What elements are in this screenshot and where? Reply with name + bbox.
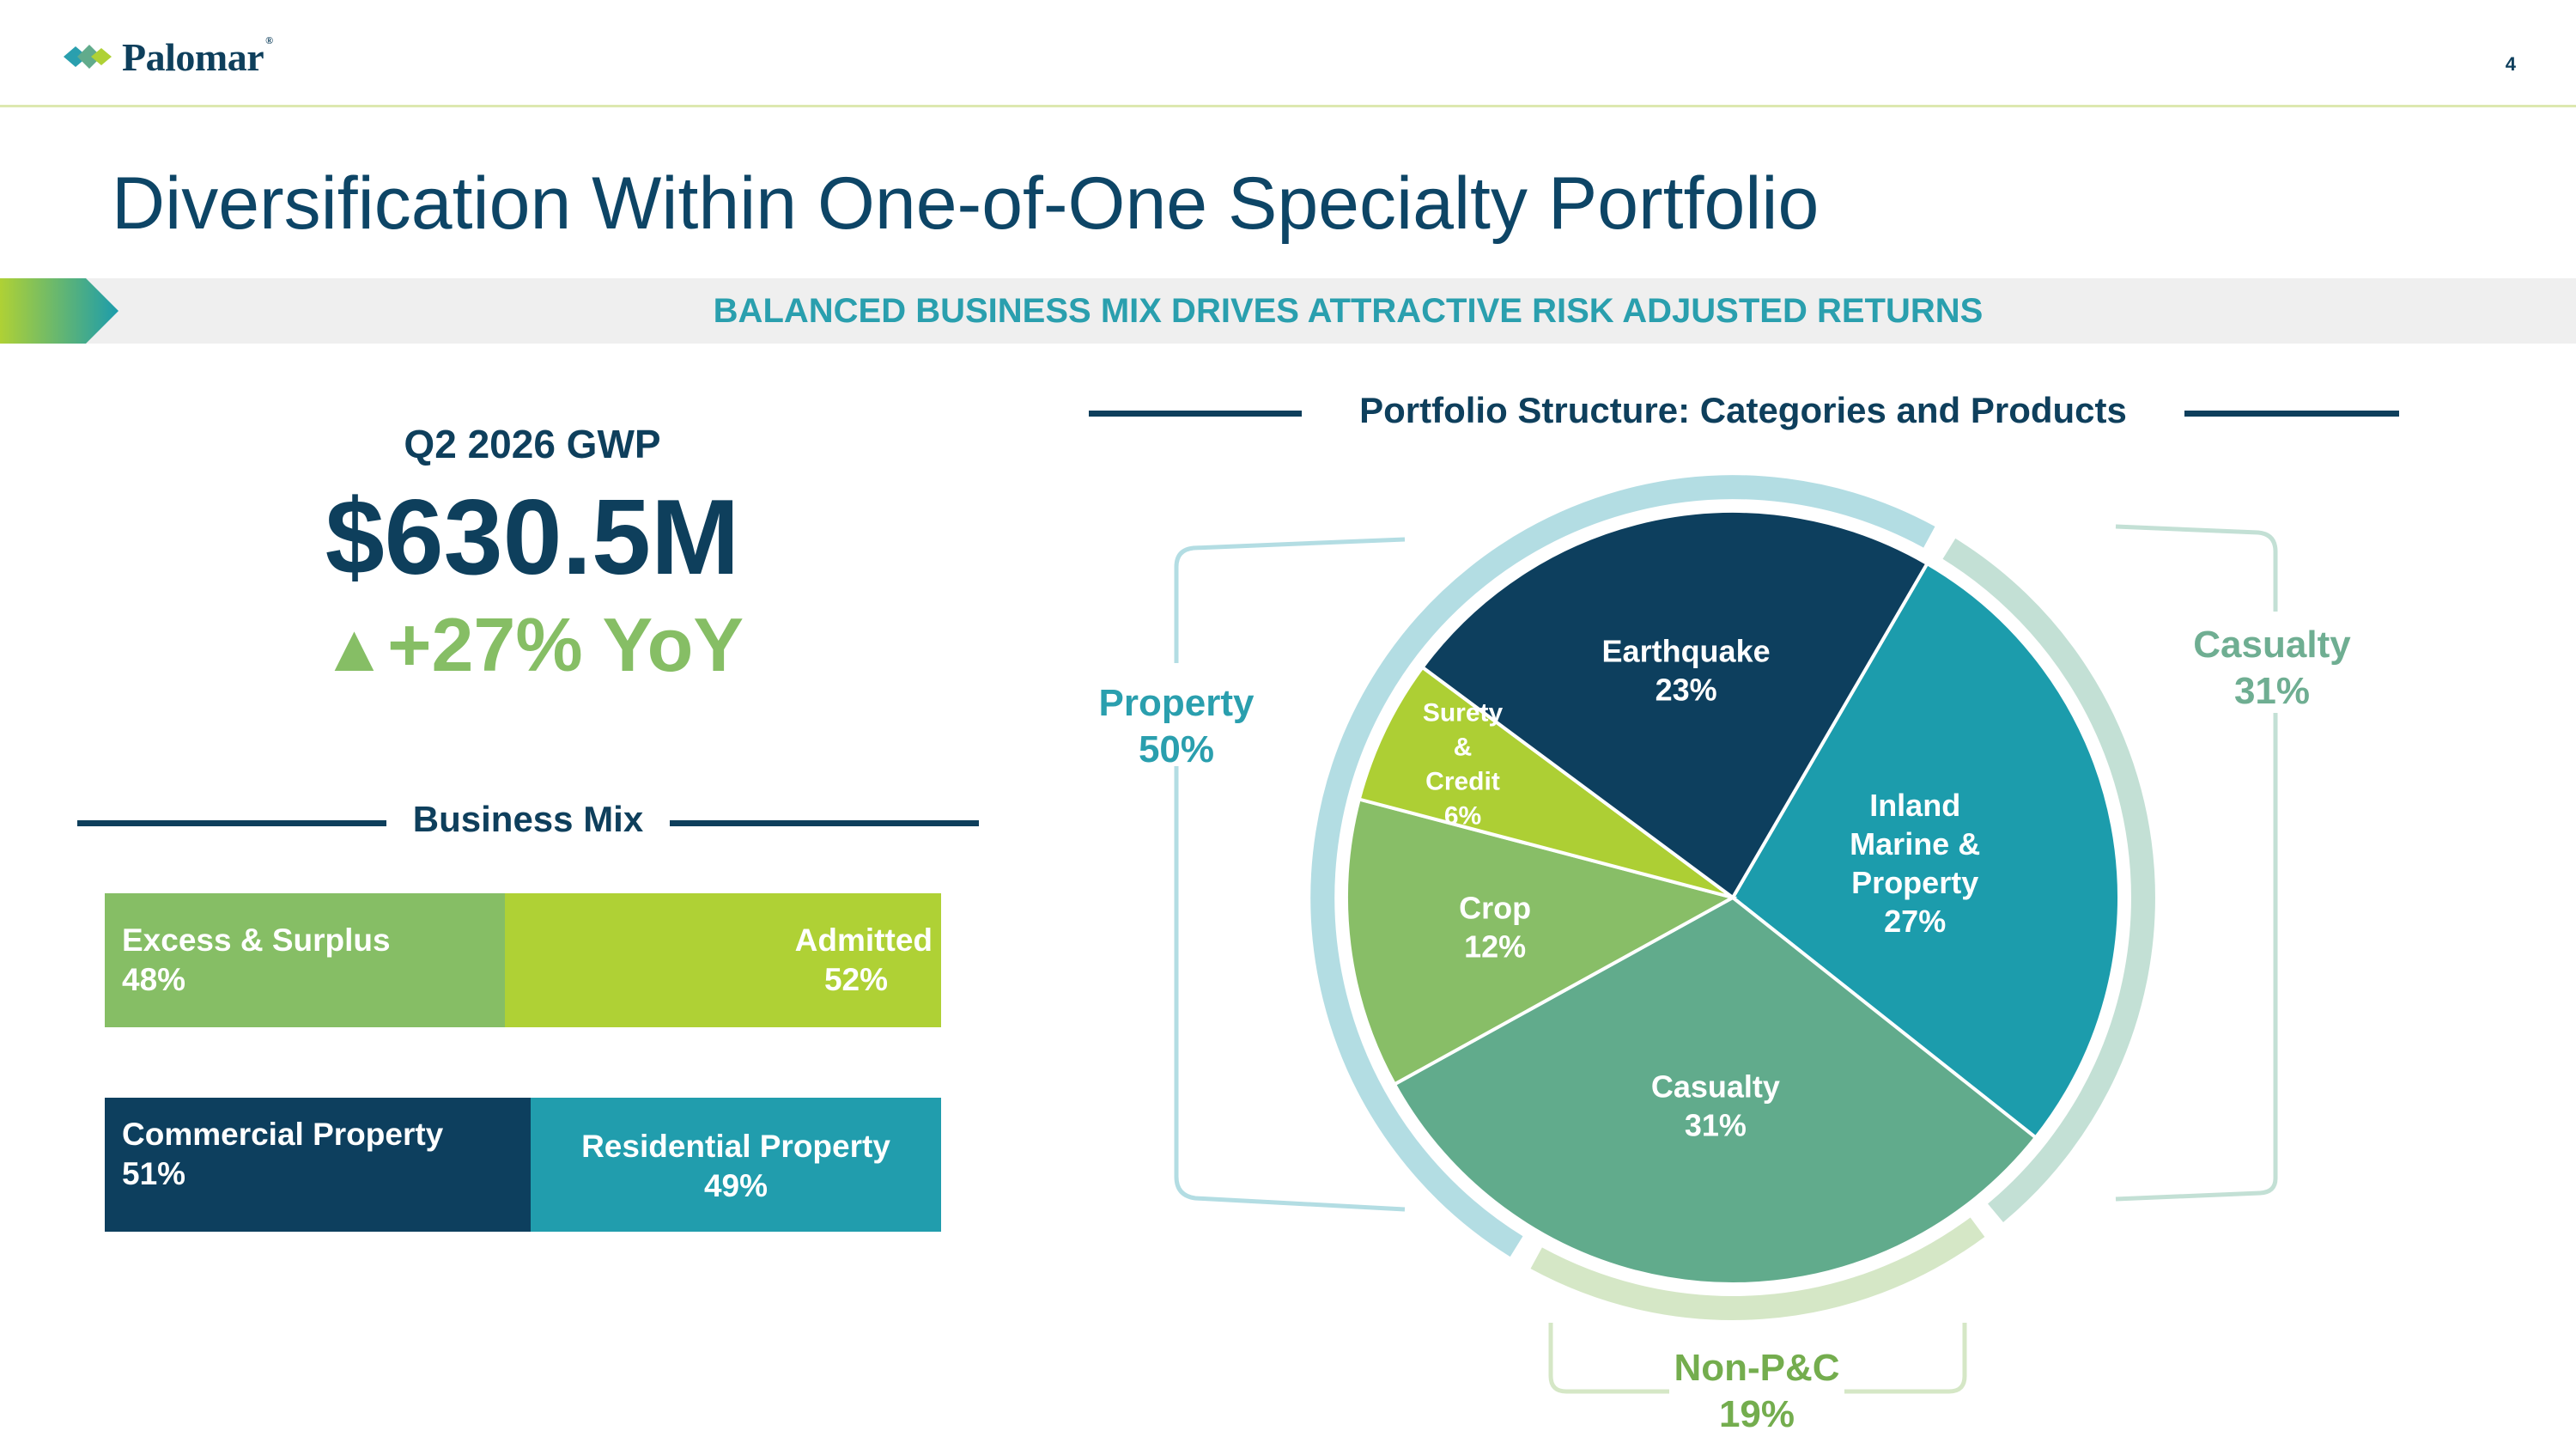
brand-name: Palomar ® <box>122 34 273 79</box>
pie-slice-surety-credit <box>1357 665 1735 899</box>
business-mix-rule-left <box>77 820 386 826</box>
bracket-property <box>1174 537 1406 1212</box>
segment-label: Residential Property <box>581 1129 890 1164</box>
segment-excess-surplus: Excess & Surplus 48% <box>105 893 505 1027</box>
segment-label: Excess & Surplus <box>122 922 391 958</box>
category-pct: 19% <box>1718 1393 1795 1435</box>
pie-slice-label: Surety & Credit 6% <box>1423 699 1504 831</box>
segment-pct: 51% <box>122 1156 186 1191</box>
segment-commercial-property: Commercial Property 51% <box>105 1098 531 1232</box>
category-name: Casualty <box>2193 624 2351 666</box>
header-divider <box>0 105 2576 107</box>
portfolio-rule-right <box>2184 411 2399 417</box>
up-triangle-icon: ▲ <box>320 610 388 685</box>
bar-commercial-residential: Commercial Property 51% Residential Prop… <box>105 1098 941 1232</box>
category-label-casualty: Casualty 31% <box>2186 622 2358 715</box>
bracket-non-pc <box>1548 1323 1967 1394</box>
business-mix-heading: Business Mix <box>412 799 644 839</box>
segment-residential-property: Residential Property 49% <box>531 1098 941 1232</box>
category-name: Property <box>1098 682 1255 724</box>
pie-slice-crop <box>1345 797 1738 1087</box>
pie-slice-label: Casualty 31% <box>1651 1068 1780 1142</box>
page-number: 4 <box>2505 53 2516 75</box>
category-pct: 31% <box>2233 670 2311 712</box>
palomar-logo-mark-icon <box>64 45 112 69</box>
segment-pct: 52% <box>823 962 888 997</box>
segment-label: Commercial Property <box>122 1117 444 1152</box>
banner-text: BALANCED BUSINESS MIX DRIVES ATTRACTIVE … <box>713 292 1984 330</box>
segment-pct: 48% <box>122 962 186 997</box>
pie-slice-label: Crop 12% <box>1459 891 1531 965</box>
portfolio-heading: Portfolio Structure: Categories and Prod… <box>1359 390 2127 430</box>
portfolio-rule-left <box>1089 411 1302 417</box>
bracket-casualty <box>2115 524 2278 1202</box>
gwp-value: $630.5M <box>325 478 740 597</box>
category-ring-property <box>1310 475 1935 1257</box>
pie-slice-inland-marine-property <box>1730 561 2122 1141</box>
palomar-logo: Palomar ® <box>62 33 319 81</box>
category-label-property: Property 50% <box>1091 680 1262 773</box>
segment-pct: 49% <box>703 1168 769 1203</box>
category-label-non-pc: Non-P&C 19% <box>1671 1345 1843 1438</box>
bar-es-admitted: Excess & Surplus 48% Admitted 52% <box>105 893 941 1027</box>
category-pct: 50% <box>1138 728 1215 770</box>
category-ring-casualty <box>1942 538 2155 1222</box>
pie-slice-label: Earthquake 23% <box>1602 634 1771 708</box>
page-title: Diversification Within One-of-One Specia… <box>112 162 1820 245</box>
banner <box>0 278 2576 344</box>
gwp-label: Q2 2026 GWP <box>404 422 661 466</box>
gwp-growth: ▲+27% YoY <box>232 598 833 695</box>
pie-slice-label: Inland Marine & Property 27% <box>1850 788 1980 939</box>
gwp-growth-text: +27% YoY <box>387 602 744 687</box>
banner-arrow-icon <box>0 278 118 344</box>
pie-slice-earthquake <box>1419 509 1930 900</box>
business-mix-rule-right <box>670 820 979 826</box>
pie-slice-casualty <box>1392 895 2038 1286</box>
segment-label: Admitted <box>794 922 933 958</box>
segment-admitted: Admitted 52% <box>505 893 941 1027</box>
category-name: Non-P&C <box>1674 1347 1840 1389</box>
category-ring-non-p-c <box>1530 1217 1985 1320</box>
